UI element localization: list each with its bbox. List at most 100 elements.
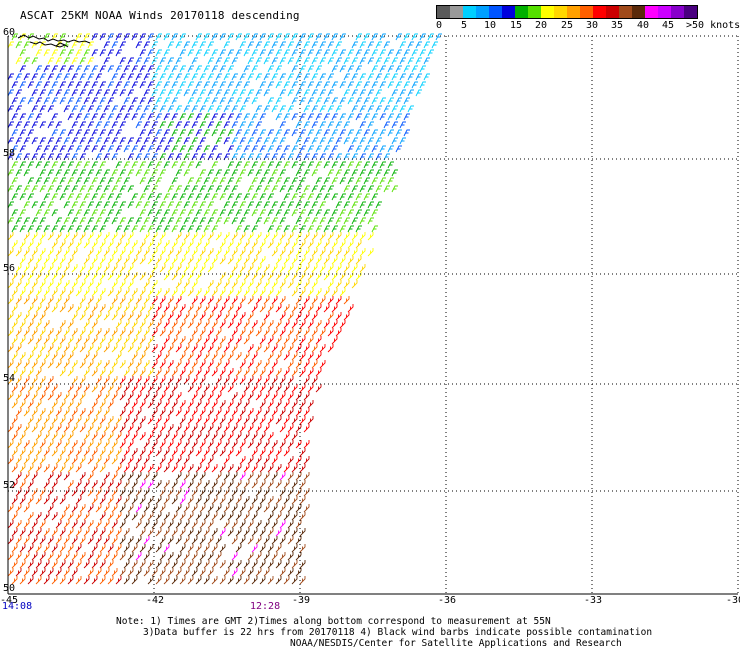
wind-barb: [271, 440, 278, 449]
wind-barb: [183, 488, 190, 497]
wind-barb: [75, 145, 82, 153]
wind-barb: [255, 360, 262, 369]
wind-barb: [147, 576, 154, 585]
wind-barb: [235, 336, 242, 345]
wind-barb: [263, 344, 270, 353]
wind-barb: [51, 352, 58, 361]
wind-barb: [211, 304, 218, 313]
wind-barb: [83, 272, 90, 281]
wind-barb: [59, 288, 66, 297]
latitude-tick-label: 50: [3, 583, 15, 594]
wind-barb: [175, 41, 182, 49]
wind-barb: [247, 264, 254, 273]
wind-barb: [79, 296, 86, 305]
wind-barb: [255, 520, 262, 529]
wind-barb: [307, 129, 314, 137]
wind-barb: [23, 504, 30, 513]
wind-barb: [287, 424, 294, 433]
wind-barb: [143, 89, 150, 97]
wind-barb: [151, 89, 158, 97]
wind-barb: [135, 169, 142, 177]
wind-barb: [147, 193, 154, 201]
wind-barb: [55, 520, 62, 529]
wind-barb: [171, 464, 178, 473]
wind-barb: [195, 65, 202, 73]
wind-barb: [303, 472, 310, 481]
wind-barb: [147, 177, 154, 185]
wind-barb: [95, 185, 102, 193]
wind-barb: [227, 448, 234, 457]
wind-barb: [35, 256, 42, 265]
wind-barb: [51, 528, 58, 537]
wind-barb: [23, 232, 30, 241]
wind-barb: [139, 177, 146, 185]
wind-barb: [351, 264, 358, 273]
wind-barb: [355, 240, 362, 249]
wind-barb: [59, 304, 66, 313]
wind-barb: [127, 169, 134, 177]
wind-barb: [63, 105, 70, 113]
wind-barb: [11, 480, 18, 489]
wind-barb: [215, 57, 222, 65]
wind-barb: [183, 121, 190, 129]
wind-barb: [159, 360, 166, 369]
wind-barb: [247, 360, 254, 369]
wind-barb: [131, 400, 138, 409]
wind-barb: [51, 544, 58, 553]
wind-barb: [7, 248, 14, 257]
wind-barb: [79, 137, 86, 145]
wind-barb: [343, 201, 350, 209]
wind-barb: [219, 416, 226, 425]
wind-barb: [39, 232, 46, 241]
wind-barb: [175, 169, 182, 177]
wind-barb: [119, 536, 126, 545]
wind-barb: [139, 240, 146, 249]
wind-barb: [247, 137, 254, 145]
wind-barb: [299, 496, 306, 505]
wind-barb: [231, 472, 238, 481]
wind-barb: [167, 57, 174, 65]
wind-barb: [223, 217, 230, 225]
wind-barb: [163, 113, 170, 121]
wind-barb: [147, 384, 154, 393]
wind-barb: [299, 384, 306, 393]
wind-barb: [163, 368, 170, 377]
wind-barb: [383, 169, 390, 177]
wind-barb: [63, 57, 70, 65]
wind-barb: [351, 57, 358, 65]
wind-barb: [107, 209, 114, 217]
wind-barb: [311, 280, 318, 289]
wind-barb: [111, 328, 118, 337]
wind-barb: [7, 440, 14, 449]
wind-barb: [187, 256, 194, 265]
wind-barb: [239, 264, 246, 273]
wind-barb: [263, 201, 270, 209]
wind-barb: [139, 352, 146, 361]
wind-barb: [287, 185, 294, 193]
wind-barb: [55, 153, 62, 161]
wind-barb: [55, 568, 62, 577]
wind-barb: [31, 232, 38, 241]
wind-barb: [279, 89, 286, 97]
wind-barb: [59, 193, 66, 201]
wind-barb: [163, 145, 170, 153]
wind-barb: [339, 65, 346, 73]
wind-barb: [51, 272, 58, 281]
wind-barb: [175, 121, 182, 129]
wind-barb: [295, 169, 302, 177]
wind-barb: [283, 336, 290, 345]
wind-barb: [227, 352, 234, 361]
wind-barb: [107, 145, 114, 153]
wind-barb: [399, 105, 406, 113]
wind-barb: [107, 544, 114, 553]
wind-barb: [51, 448, 58, 457]
wind-barb: [231, 89, 238, 97]
wind-barb: [83, 209, 90, 217]
wind-barb: [87, 520, 94, 529]
wind-barb: [299, 528, 306, 537]
wind-barb: [247, 504, 254, 513]
wind-barb: [55, 169, 62, 177]
wind-barb: [299, 320, 306, 329]
wind-barb: [63, 201, 70, 209]
wind-barb: [43, 352, 50, 361]
